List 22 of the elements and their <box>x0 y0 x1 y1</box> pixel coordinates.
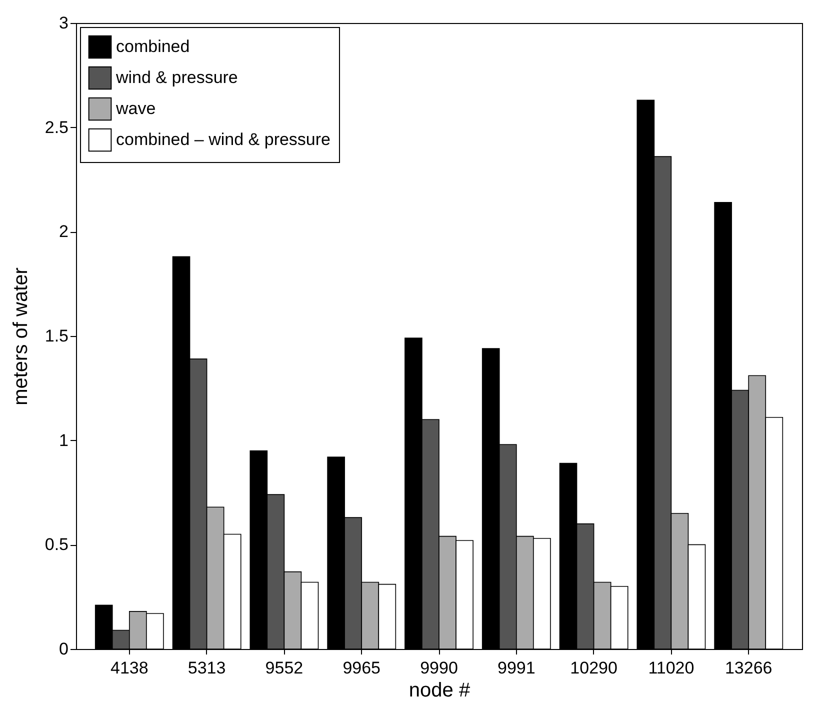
legend-label: combined – wind & pressure <box>116 130 331 149</box>
legend-label: combined <box>116 37 190 56</box>
y-axis-title: meters of water <box>10 267 32 406</box>
y-tick-label: 2 <box>59 222 68 242</box>
x-tick-label: 9991 <box>497 658 536 678</box>
x-tick-label: 11020 <box>648 658 694 678</box>
legend-label: wind & pressure <box>115 68 238 87</box>
legend-label: wave <box>115 99 156 118</box>
x-axis-title: node # <box>408 680 471 702</box>
y-tick-label: 1 <box>59 430 68 450</box>
y-tick-label: 0.5 <box>44 535 68 554</box>
x-tick-label: 4138 <box>110 658 148 678</box>
x-tick-label: 5313 <box>188 658 226 678</box>
x-tick-label: 10290 <box>570 658 618 678</box>
y-tick-label: 3 <box>59 14 68 32</box>
x-tick-label: 9965 <box>342 658 381 678</box>
x-tick-label: 9552 <box>265 658 304 678</box>
y-tick-label: 2.5 <box>44 118 68 137</box>
y-tick-label: 0 <box>59 640 68 658</box>
x-tick-label: 9990 <box>420 658 458 678</box>
y-tick-label: 1.5 <box>44 326 68 346</box>
x-tick-label: 13266 <box>724 658 772 678</box>
